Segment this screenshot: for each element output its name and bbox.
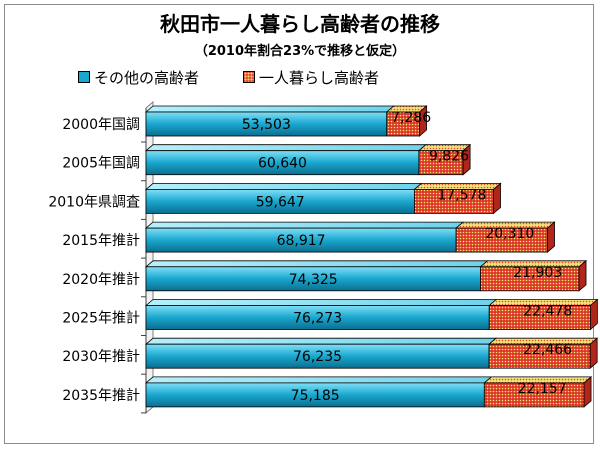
bar-side-face: [583, 376, 592, 408]
bar-side-face: [493, 182, 501, 215]
bar-top-face: [144, 337, 498, 345]
bar-side-face: [462, 143, 471, 176]
chart-title: 秋田市一人暮らし高齢者の推移: [160, 12, 440, 36]
value-label-alone: 22,478: [523, 304, 572, 320]
value-label-alone: 9,826: [429, 149, 469, 165]
bar-front-face: [488, 343, 591, 369]
legend-swatch-other: [78, 71, 90, 83]
bar-front-face: [145, 227, 457, 253]
value-label-alone: 22,466: [523, 342, 572, 358]
bar-other-elderly: [144, 221, 465, 253]
legend-item-alone: 一人暮らし高齢者: [243, 67, 379, 88]
value-label-other: 75,185: [291, 388, 340, 404]
bar-front-face: [145, 305, 490, 330]
bar-living-alone: [479, 259, 588, 292]
bar-side-face: [419, 105, 427, 137]
bar-living-alone: [487, 337, 599, 370]
bar-top-face: [144, 144, 427, 152]
value-label-alone: 7,286: [391, 110, 431, 126]
bar-living-alone: [483, 376, 593, 408]
bar-other-elderly: [144, 182, 423, 214]
bar-top-face: [144, 182, 423, 190]
legend-item-other: その他の高齢者: [78, 67, 199, 88]
bar-other-elderly: [144, 376, 493, 408]
value-label-other: 74,325: [289, 272, 338, 288]
value-label-other: 76,235: [293, 349, 342, 365]
bar-front-face: [145, 382, 485, 408]
category-label: 2035年推計: [62, 388, 140, 404]
bar-front-face: [418, 150, 464, 176]
bar-front-face: [145, 150, 420, 176]
legend-swatch-alone: [243, 71, 256, 83]
bar-living-alone: [417, 143, 472, 176]
category-label: 2020年推計: [62, 272, 140, 288]
value-label-other: 60,640: [258, 156, 307, 172]
bar-top-face: [144, 221, 465, 229]
category-label: 2015年推計: [62, 233, 140, 249]
bar-side-face: [589, 298, 598, 331]
bar-side-face: [578, 259, 587, 292]
category-label: 2010年県調査: [48, 194, 140, 210]
bar-living-alone: [413, 182, 502, 215]
value-label-alone: 21,903: [513, 265, 562, 281]
bar-front-face: [414, 188, 494, 214]
bar-side-face: [589, 337, 598, 370]
bar-side-face: [547, 221, 555, 253]
bar-living-alone: [488, 298, 599, 331]
bar-front-face: [480, 266, 580, 292]
legend-label-other: その他の高齢者: [94, 68, 200, 87]
chart-subtitle: （2010年割合23%で推移と仮定）: [194, 44, 406, 59]
bar-top-face: [144, 260, 489, 268]
bar-other-elderly: [144, 260, 489, 292]
category-label: 2000年国調: [62, 117, 140, 133]
bar-top-face: [144, 105, 395, 113]
value-label-alone: 17,578: [437, 187, 486, 203]
bar-living-alone: [385, 105, 428, 137]
value-label-alone: 22,157: [518, 381, 567, 397]
value-label-alone: 20,310: [485, 226, 534, 242]
legend: その他の高齢者 一人暮らし高齢者: [78, 66, 423, 88]
bar-front-face: [145, 188, 415, 214]
category-label: 2030年推計: [62, 349, 140, 365]
category-label: 2025年推計: [62, 311, 140, 327]
bar-top-face: [144, 299, 498, 306]
bar-other-elderly: [144, 299, 498, 330]
value-label-other: 59,647: [256, 194, 305, 210]
value-label-other: 53,503: [242, 117, 291, 133]
category-label: 2005年国調: [62, 156, 140, 172]
value-label-other: 68,917: [277, 233, 326, 249]
legend-label-alone: 一人暮らし高齢者: [259, 68, 380, 87]
bar-front-face: [488, 305, 591, 330]
bar-living-alone: [455, 221, 556, 253]
bar-top-face: [144, 376, 493, 384]
value-label-other: 76,273: [293, 311, 342, 327]
